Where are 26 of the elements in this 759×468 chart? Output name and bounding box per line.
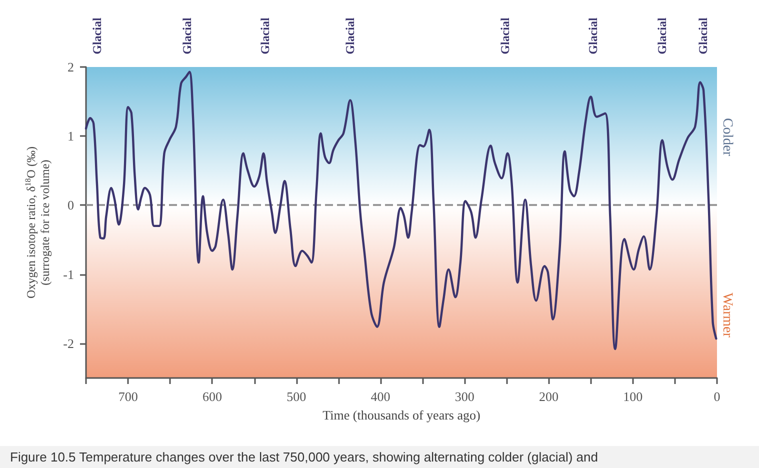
text: Glacial [696, 17, 710, 54]
text: Warmer [720, 292, 734, 338]
x-tick-label: 500 [286, 389, 306, 404]
text: Glacial [343, 17, 357, 54]
y-tick-label: 2 [68, 60, 74, 74]
text: Glacial [586, 17, 600, 54]
text: Glacial [498, 17, 512, 54]
x-tick-label: 600 [202, 389, 222, 404]
x-tick-label: 100 [623, 389, 643, 404]
x-tick-label: 0 [714, 389, 720, 404]
x-axis-title: Time (thousands of years ago) [322, 407, 480, 422]
y-tick-label: 1 [68, 128, 74, 144]
x-tick-label: 300 [454, 389, 474, 404]
x-tick-label: 700 [118, 389, 138, 404]
text: Glacial [180, 17, 194, 54]
line-series [84, 70, 718, 350]
text: Glacial [90, 17, 104, 54]
x-tick-label: 400 [370, 389, 390, 404]
text: Colder [720, 118, 734, 156]
x-tick-label: 200 [538, 389, 558, 404]
text: Glacial [258, 17, 272, 54]
y-tick-label: 0 [68, 198, 74, 213]
caption: Figure 10.5 Temperature changes over the last 750,000 years, showing alternating colder (glacial) and [10, 450, 598, 464]
y-tick-label: -2 [63, 336, 74, 351]
y-tick-label: -1 [63, 266, 74, 282]
text: Glacial [655, 17, 669, 54]
